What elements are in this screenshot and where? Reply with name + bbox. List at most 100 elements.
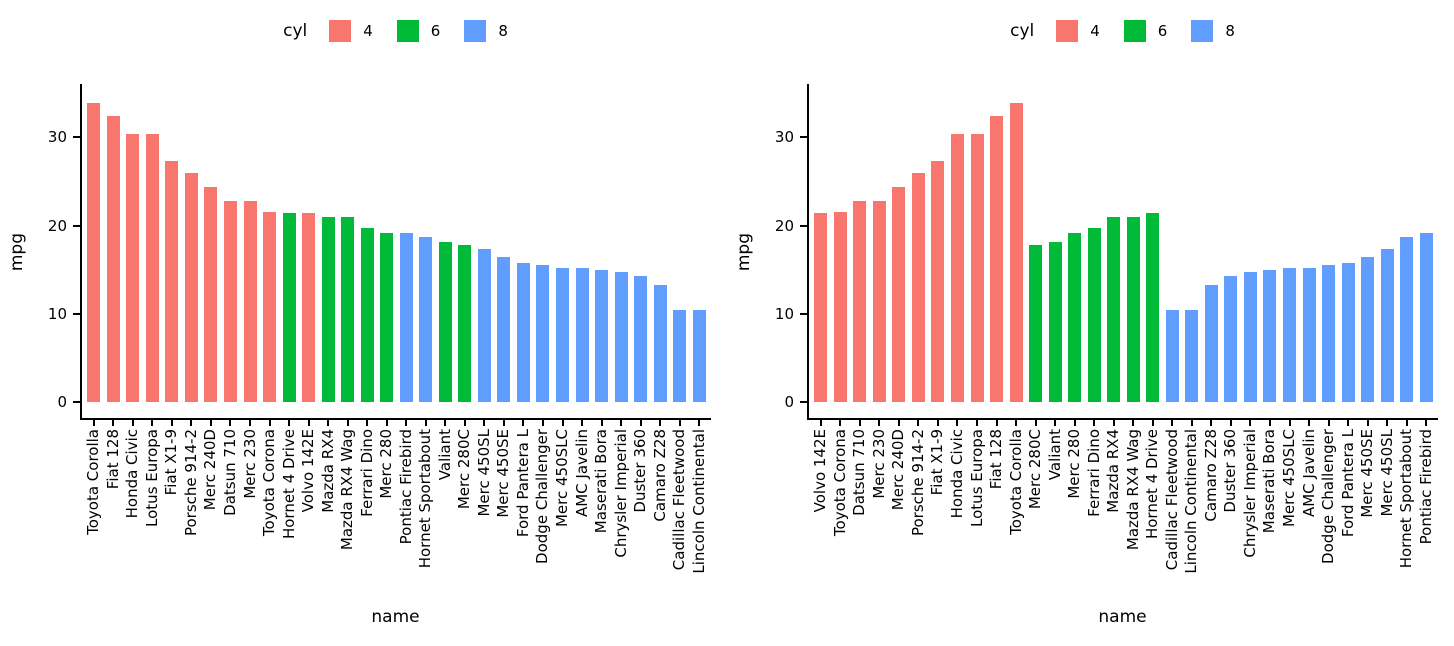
bar-slot	[221, 84, 241, 418]
x-tick-label-slot: Merc 230	[870, 429, 890, 601]
x-tick-label: Hornet Sportabout	[416, 429, 435, 569]
x-tick-slot	[436, 420, 456, 427]
bar-slot	[1377, 84, 1397, 418]
bar	[1185, 310, 1199, 402]
x-tick-label-slot: AMC Javelin	[572, 429, 592, 601]
x-tick-mark	[917, 420, 920, 426]
x-tick-label-slot: Merc 280C	[455, 429, 475, 601]
x-tick-label-slot: Camaro Z28	[650, 429, 670, 601]
bar-slot	[299, 84, 319, 418]
legend-item-label: 4	[363, 22, 373, 40]
y-tick-label: 30	[774, 128, 794, 147]
bar-slot	[831, 84, 851, 418]
x-tick-mark	[385, 420, 388, 426]
bar-slot	[1397, 84, 1417, 418]
y-tick-label: 0	[57, 393, 67, 411]
x-tick-label: Merc 230	[240, 429, 259, 499]
x-tick-mark	[839, 420, 842, 426]
x-tick-label-slot: Duster 360	[631, 429, 651, 601]
x-tick-label-slot: Lotus Europa	[143, 429, 163, 601]
bar-slot	[377, 84, 397, 418]
x-tick-mark	[131, 420, 134, 426]
x-tick-label: Merc 240D	[889, 429, 908, 511]
x-tick-slot	[1260, 420, 1280, 427]
x-tick-label-slot: Fiat 128	[104, 429, 124, 601]
legend-item-cyl-6: 6	[1123, 20, 1167, 42]
x-tick-label-slot: Toyota Corolla	[1006, 429, 1026, 601]
bar-slot	[475, 84, 495, 418]
x-tick-label-slot: Merc 450SL	[475, 429, 495, 601]
x-tick-label: Valiant	[435, 429, 454, 481]
x-tick-label-slot: Valiant	[436, 429, 456, 601]
x-tick-label-slot: Pontiac Firebird	[1416, 429, 1436, 601]
x-tick-label: Porsche 914-2	[908, 429, 927, 537]
bar	[1126, 216, 1140, 402]
x-tick-label: Lotus Europa	[142, 429, 161, 527]
y-axis-title: mpg	[727, 84, 761, 420]
x-tick-slot	[1377, 420, 1397, 427]
bar	[1400, 237, 1414, 402]
x-tick-slot	[870, 420, 890, 427]
bar	[1302, 267, 1316, 402]
bar	[223, 200, 237, 402]
x-tick-label: Cadillac Fleetwood	[1162, 429, 1181, 571]
x-tick-slot	[1026, 420, 1046, 427]
x-tick-label: Ferrari Dino	[1084, 429, 1103, 517]
x-tick-mark	[190, 420, 193, 426]
bar-slot	[1045, 84, 1065, 418]
x-tick-label-slot: Merc 450SE	[494, 429, 514, 601]
x-tick-mark	[1268, 420, 1271, 426]
bar	[282, 213, 296, 402]
bar-slot	[162, 84, 182, 418]
x-tick-label: Dodge Challenger	[533, 429, 552, 564]
bar-slot	[1163, 84, 1183, 418]
bar	[556, 267, 570, 402]
x-tick-label-slot: Lincoln Continental	[1182, 429, 1202, 601]
bar	[692, 310, 706, 402]
x-tick-mark	[327, 420, 330, 426]
x-tick-label: Fiat X1-9	[928, 429, 947, 496]
x-tick-label: Pontiac Firebird	[396, 429, 415, 545]
x-tick-label: Fiat 128	[103, 429, 122, 490]
x-tick-mark	[424, 420, 427, 426]
legend-item-label: 8	[498, 22, 508, 40]
x-tick-label-slot: Merc 280C	[1026, 429, 1046, 601]
plot-panel	[807, 84, 1438, 420]
bar-slot	[123, 84, 143, 418]
x-tick-label: Dodge Challenger	[1319, 429, 1338, 564]
x-tick-label: Mazda RX4 Wag	[338, 429, 357, 551]
bar	[126, 133, 140, 402]
bar-slot	[357, 84, 377, 418]
x-tick-label-slot: Lotus Europa	[967, 429, 987, 601]
bar-slot	[1241, 84, 1261, 418]
x-tick-slot	[182, 420, 202, 427]
bar	[1048, 242, 1062, 402]
y-tick-label: 30	[47, 128, 67, 147]
x-tick-mark	[483, 420, 486, 426]
x-tick-label: Hornet Sportabout	[1397, 429, 1416, 569]
x-tick-mark	[170, 420, 173, 426]
x-tick-label: Lotus Europa	[967, 429, 986, 527]
x-tick-label-slot: AMC Javelin	[1299, 429, 1319, 601]
x-tick-label: Valiant	[1045, 429, 1064, 481]
x-tick-mark	[522, 420, 525, 426]
y-tick-label: 10	[774, 304, 794, 323]
bar	[419, 237, 433, 402]
bar	[970, 133, 984, 402]
bar-slot	[611, 84, 631, 418]
x-tick-label: AMC Javelin	[1299, 429, 1318, 518]
y-tick-mark	[73, 136, 80, 139]
x-tick-label: Merc 450SLC	[1280, 429, 1299, 528]
bar	[106, 116, 120, 402]
x-tick-label-slot: Toyota Corona	[831, 429, 851, 601]
legend-item-label: 8	[1225, 22, 1235, 40]
x-tick-label: Ferrari Dino	[357, 429, 376, 517]
x-tick-slot	[397, 420, 417, 427]
legend-items: 4 6 8	[329, 20, 508, 42]
x-tick-label-slot: Merc 450SE	[1358, 429, 1378, 601]
x-tick-slot	[1221, 420, 1241, 427]
legend-swatch	[329, 20, 352, 42]
bar	[1419, 232, 1433, 402]
x-tick-label-slot: Porsche 914-2	[182, 429, 202, 601]
y-tick-mark	[800, 401, 807, 403]
